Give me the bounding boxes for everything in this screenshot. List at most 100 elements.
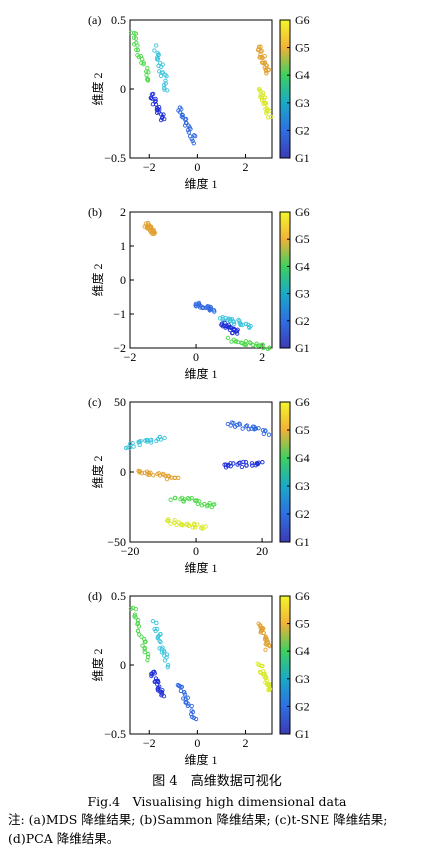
colorbar-label: G6 xyxy=(295,13,310,27)
data-point xyxy=(133,36,139,41)
data-point xyxy=(197,499,202,504)
data-point xyxy=(262,674,267,680)
data-point xyxy=(231,461,236,466)
data-point xyxy=(267,108,272,113)
data-point xyxy=(259,98,265,103)
data-point xyxy=(157,646,162,651)
data-point xyxy=(155,57,160,62)
data-point xyxy=(189,712,194,717)
data-point xyxy=(192,525,198,530)
data-point xyxy=(158,437,164,442)
data-point xyxy=(181,499,186,504)
data-point xyxy=(239,464,245,470)
series-g3 xyxy=(123,434,167,451)
y-tick-label: 50 xyxy=(114,395,126,409)
data-point xyxy=(259,663,264,669)
data-point xyxy=(234,331,240,336)
data-point xyxy=(260,460,265,465)
data-point xyxy=(161,82,167,88)
data-point xyxy=(149,672,155,677)
data-point xyxy=(145,65,150,71)
data-point xyxy=(228,464,233,469)
data-point xyxy=(181,696,186,701)
data-point xyxy=(183,123,188,128)
y-tick-label: −1 xyxy=(113,307,126,321)
data-point xyxy=(196,303,202,308)
y-tick-label: 0 xyxy=(120,82,126,96)
data-point xyxy=(207,500,212,506)
data-point xyxy=(137,632,142,637)
colorbar-label: G6 xyxy=(295,589,310,603)
data-point xyxy=(183,120,189,126)
data-point xyxy=(256,343,261,348)
colorbar-label: G3 xyxy=(295,96,310,110)
series-g1 xyxy=(222,459,265,470)
data-point xyxy=(163,78,168,83)
data-point xyxy=(164,655,169,660)
plot-frame xyxy=(129,595,273,735)
data-point xyxy=(161,694,167,699)
data-point xyxy=(157,107,162,112)
x-tick-label: −20 xyxy=(121,544,140,558)
data-point xyxy=(212,309,217,314)
colorbar-label: G6 xyxy=(295,395,310,409)
data-point xyxy=(177,110,183,115)
colorbar-label: G2 xyxy=(295,314,310,328)
data-point xyxy=(257,343,263,348)
y-tick-label: −0.5 xyxy=(104,151,126,165)
data-point xyxy=(244,463,249,468)
data-point xyxy=(179,684,185,689)
data-point xyxy=(233,339,238,344)
series-g3 xyxy=(152,43,170,93)
data-point xyxy=(230,330,235,336)
x-axis-label: 维度 1 xyxy=(184,176,217,191)
data-point xyxy=(231,421,236,426)
data-point xyxy=(168,521,173,526)
x-tick-label: 2 xyxy=(259,350,265,364)
data-point xyxy=(148,470,153,475)
data-point xyxy=(154,620,159,626)
data-point xyxy=(258,49,263,54)
data-point xyxy=(155,107,160,112)
data-point xyxy=(193,133,198,139)
data-point xyxy=(247,325,252,330)
data-point xyxy=(193,716,199,722)
data-point xyxy=(141,60,146,65)
data-point xyxy=(241,459,246,465)
colorbar xyxy=(279,19,291,159)
data-point xyxy=(229,317,235,322)
data-point xyxy=(256,426,261,431)
y-tick-label: −50 xyxy=(107,535,126,549)
data-point xyxy=(152,99,158,105)
data-point xyxy=(267,644,272,649)
x-tick-label: 0 xyxy=(193,350,199,364)
colorbar-label: G4 xyxy=(295,644,310,658)
data-point xyxy=(155,55,160,60)
data-point xyxy=(200,526,205,531)
data-point xyxy=(185,703,190,709)
panel-label: (c) xyxy=(88,395,101,409)
data-point xyxy=(127,445,132,450)
data-point xyxy=(157,638,162,644)
data-point xyxy=(128,30,134,35)
y-tick-label: 0 xyxy=(120,465,126,479)
data-point xyxy=(266,687,271,693)
series-g4 xyxy=(168,495,217,510)
data-point xyxy=(142,649,147,655)
series-g2 xyxy=(176,105,198,146)
data-point xyxy=(186,523,191,529)
data-point xyxy=(244,423,250,428)
data-point xyxy=(261,345,266,351)
data-point xyxy=(180,115,186,120)
data-point xyxy=(148,437,154,443)
colorbar-label: G4 xyxy=(295,68,310,82)
data-point xyxy=(166,663,171,668)
colorbar-label: G5 xyxy=(295,423,310,437)
data-point xyxy=(165,88,170,93)
series-g2 xyxy=(175,682,199,722)
data-point xyxy=(182,692,188,697)
data-point xyxy=(176,475,181,480)
data-point xyxy=(158,73,164,78)
data-point xyxy=(145,78,150,83)
